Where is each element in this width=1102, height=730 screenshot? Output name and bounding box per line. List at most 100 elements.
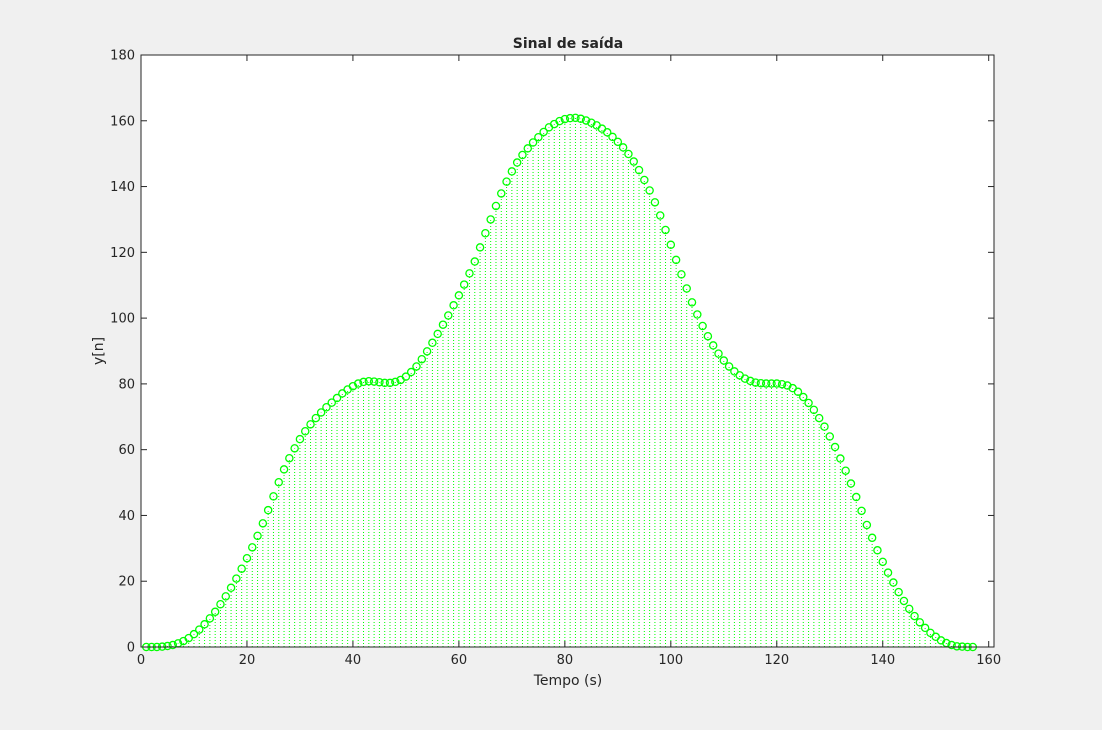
- y-axis-label: y[n]: [91, 337, 107, 365]
- y-tick-label: 180: [110, 49, 135, 64]
- data-point: [269, 492, 278, 501]
- data-point: [210, 607, 220, 617]
- data-point: [375, 377, 384, 387]
- y-ticks-group: 0 20 40 60 80 100 120 140 160 180: [110, 49, 994, 656]
- data-point: [428, 338, 437, 348]
- data-point: [163, 641, 172, 651]
- data-point: [841, 466, 850, 475]
- data-point: [184, 633, 193, 643]
- data-point: [825, 432, 835, 441]
- x-tick-label: 40: [345, 653, 362, 668]
- data-point: [290, 444, 299, 453]
- data-point: [422, 347, 432, 356]
- data-point: [539, 127, 548, 137]
- data-point: [385, 378, 395, 388]
- data-point: [406, 367, 416, 377]
- data-point: [613, 137, 623, 147]
- data-point: [883, 568, 893, 577]
- data-point: [820, 422, 829, 431]
- data-point: [295, 434, 305, 444]
- data-point: [306, 420, 315, 429]
- data-point: [444, 311, 453, 320]
- data-point: [274, 477, 284, 487]
- data-point: [433, 329, 442, 339]
- data-point: [724, 362, 734, 371]
- data-point: [502, 177, 511, 186]
- data-point: [719, 356, 729, 365]
- data-point: [565, 113, 575, 123]
- data-point: [894, 587, 903, 597]
- data-point: [369, 377, 379, 386]
- data-point: [756, 378, 766, 388]
- x-tick-label: 120: [764, 653, 789, 668]
- data-point: [629, 157, 638, 166]
- data-point: [327, 398, 336, 407]
- data-point: [332, 393, 342, 403]
- data-point: [767, 379, 776, 388]
- data-point: [904, 604, 914, 614]
- data-point: [470, 257, 480, 266]
- data-point: [507, 167, 517, 176]
- markers-group: [142, 113, 978, 652]
- data-point: [640, 175, 649, 185]
- data-point: [899, 596, 909, 606]
- data-point: [947, 640, 956, 650]
- y-tick-label: 40: [118, 509, 135, 524]
- y-tick-label: 140: [110, 180, 135, 195]
- data-point: [486, 215, 495, 224]
- data-point: [814, 413, 824, 423]
- data-point: [438, 320, 448, 329]
- data-point: [316, 408, 326, 417]
- data-point: [560, 114, 570, 124]
- y-tick-label: 100: [110, 312, 135, 327]
- data-point: [740, 374, 750, 383]
- data-point: [682, 284, 691, 293]
- data-point: [338, 389, 347, 398]
- data-point: [300, 426, 310, 436]
- data-point: [189, 629, 199, 639]
- data-point: [248, 543, 257, 552]
- data-point: [751, 378, 760, 387]
- y-tick-label: 60: [118, 443, 135, 458]
- data-point: [703, 331, 713, 341]
- data-point: [449, 301, 458, 310]
- data-point: [714, 349, 723, 358]
- data-point: [353, 379, 363, 388]
- data-point: [608, 132, 617, 142]
- data-point: [226, 583, 236, 593]
- data-point: [528, 138, 538, 147]
- data-point: [687, 298, 697, 307]
- data-point: [878, 557, 887, 567]
- data-point: [200, 620, 209, 629]
- x-tick-label: 80: [557, 653, 574, 668]
- data-point: [581, 116, 591, 125]
- data-point: [677, 270, 686, 279]
- data-point: [698, 321, 707, 331]
- y-tick-label: 0: [127, 641, 135, 656]
- data-point: [195, 625, 204, 634]
- data-point: [576, 114, 585, 124]
- x-tick-label: 140: [870, 653, 895, 668]
- data-point: [359, 377, 368, 387]
- data-point: [279, 465, 289, 474]
- x-tick-label: 160: [976, 653, 1001, 668]
- data-point: [221, 592, 231, 601]
- data-point: [666, 240, 676, 250]
- data-point: [401, 372, 411, 381]
- data-point: [730, 367, 739, 376]
- data-point: [364, 377, 374, 386]
- data-point: [242, 553, 252, 563]
- data-point: [708, 341, 718, 350]
- data-point: [555, 116, 564, 126]
- data-point: [534, 132, 543, 142]
- x-axis-label: Tempo (s): [533, 673, 603, 689]
- data-point: [602, 128, 612, 137]
- data-point: [671, 255, 681, 265]
- data-point: [571, 113, 580, 123]
- data-point: [889, 578, 898, 587]
- data-point: [497, 189, 506, 198]
- data-point: [836, 454, 845, 463]
- data-point: [216, 599, 225, 609]
- data-point: [655, 211, 665, 220]
